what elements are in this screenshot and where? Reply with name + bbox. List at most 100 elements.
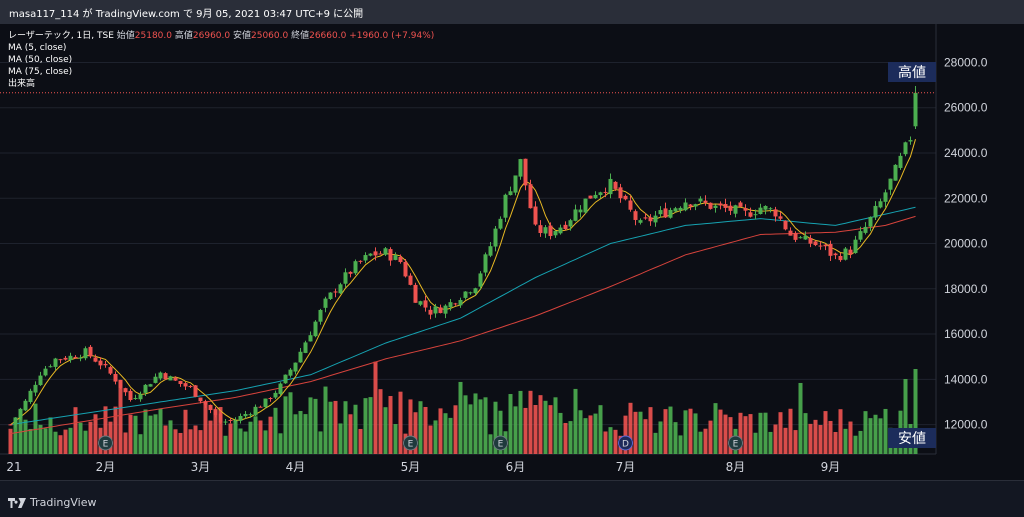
volume-bar <box>68 427 73 454</box>
earnings-marker-icon <box>403 435 418 451</box>
candle-body <box>833 253 838 256</box>
volume-bar <box>638 411 643 454</box>
candle-body <box>353 261 358 274</box>
candle-body <box>113 374 118 382</box>
candle-body <box>633 211 638 220</box>
candle-body <box>373 251 378 256</box>
candle-body <box>778 216 783 219</box>
candle-body <box>543 227 548 234</box>
volume-bar <box>383 407 388 454</box>
candle-body <box>683 202 688 211</box>
candle-body <box>608 178 613 195</box>
tradingview-logo[interactable]: TradingView <box>8 496 96 509</box>
legend-symbol-line: レーザーテック, 1日, TSE 始値25180.0 高値26960.0 安値2… <box>8 30 434 42</box>
candle-body <box>423 300 428 308</box>
volume-bar <box>163 425 168 454</box>
candle-body <box>343 272 348 284</box>
candle-body <box>448 302 453 308</box>
tradingview-logo-icon <box>8 497 26 508</box>
volume-bar <box>903 379 908 454</box>
candle-body <box>253 406 258 416</box>
candle-body <box>693 204 698 207</box>
candle-body <box>678 207 683 211</box>
volume-bar <box>548 405 553 454</box>
candle-body <box>168 376 173 381</box>
volume-bar <box>698 431 703 454</box>
candle-body <box>468 292 473 294</box>
candle-body <box>323 298 328 308</box>
volume-bar <box>663 409 668 454</box>
volume-bar <box>813 419 818 454</box>
low-badge-bg <box>888 428 936 448</box>
legend-ma75[interactable]: MA (75, close) <box>8 67 73 77</box>
volume-bar <box>718 409 723 454</box>
volume-bar <box>38 424 43 454</box>
candle-body <box>338 284 343 294</box>
volume-bar <box>433 420 438 454</box>
volume-bar <box>233 419 238 454</box>
candle-body <box>483 254 488 273</box>
volume-bar <box>408 399 413 454</box>
volume-bar <box>838 409 843 454</box>
chart-area[interactable]: 12000.0 14000.0 16000.0 18000.0 20000.0 22000… <box>0 24 1024 480</box>
candle-body <box>648 217 653 222</box>
volume-bar <box>708 420 713 454</box>
candle-body <box>403 261 408 277</box>
volume-bar <box>418 401 423 454</box>
volume-bar <box>28 428 33 454</box>
candle-body <box>248 414 253 416</box>
ma75-line <box>10 215 916 435</box>
volume-bar <box>333 400 338 454</box>
volume-bar <box>43 428 48 454</box>
candle-body <box>108 367 113 374</box>
candle-body <box>48 366 53 368</box>
volume-bar <box>913 369 918 454</box>
volume-bar <box>828 420 833 454</box>
volume-bar <box>13 419 18 454</box>
volume-bar <box>188 429 193 454</box>
candle-body <box>478 273 483 287</box>
candle-body <box>293 362 298 372</box>
candle-body <box>638 220 643 223</box>
candle-body <box>198 397 203 402</box>
volume-bar <box>598 405 603 454</box>
volume-bar <box>328 401 333 454</box>
volume-bar <box>273 407 278 454</box>
volume-bar <box>23 419 28 454</box>
attribution-text: masa117_114 が TradingView.com で 9月 05, 2… <box>9 9 364 20</box>
candle-body <box>438 307 443 314</box>
dividend-marker-icon <box>618 435 633 451</box>
volume-bar <box>558 412 563 454</box>
x-tick-label: 8月 <box>726 460 746 474</box>
candle-body <box>698 198 703 202</box>
legend-ma50[interactable]: MA (50, close) <box>8 55 73 65</box>
event-marker-label: E <box>103 440 109 450</box>
candle-body <box>208 404 213 411</box>
candle-body <box>623 195 628 200</box>
legend-ma5[interactable]: MA (5, close) <box>8 43 67 53</box>
candle-body <box>848 249 853 255</box>
candle-body <box>493 228 498 247</box>
volume-bar <box>248 421 253 454</box>
y-tick-label: 28000.0 <box>944 55 988 69</box>
volume-bar <box>738 412 743 454</box>
candlestick-chart[interactable]: 12000.0 14000.0 16000.0 18000.0 20000.0 22000… <box>0 24 1024 480</box>
candle-body <box>268 398 273 400</box>
x-tick-label: 21 <box>6 460 21 474</box>
volume-bar <box>568 421 573 454</box>
volume-bar <box>143 409 148 454</box>
legend-volume[interactable]: 出来高 <box>8 79 36 89</box>
candle-body <box>528 184 533 209</box>
volume-bar <box>593 413 598 454</box>
candle-body <box>573 209 578 221</box>
candle-body <box>53 358 58 367</box>
volume-bar <box>448 417 453 454</box>
candle-body <box>738 202 743 207</box>
y-tick-label: 22000.0 <box>944 191 988 205</box>
candle-body <box>798 237 803 239</box>
candle-body <box>533 206 538 225</box>
volume-bar <box>783 427 788 454</box>
event-marker: E <box>493 435 508 451</box>
volume-bar <box>243 431 248 454</box>
candle-body <box>303 342 308 353</box>
